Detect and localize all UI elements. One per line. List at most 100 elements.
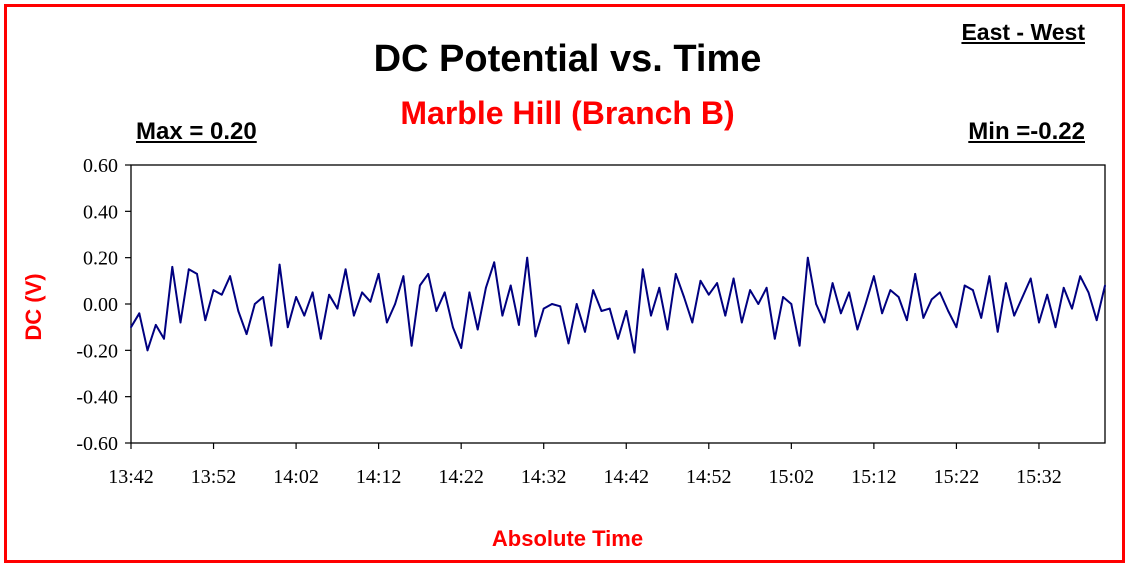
data-point xyxy=(443,291,446,294)
data-point xyxy=(650,314,652,317)
data-point xyxy=(955,326,958,329)
y-tick-label: 0.20 xyxy=(83,248,118,270)
data-point xyxy=(452,326,454,329)
data-point xyxy=(567,342,570,345)
data-point xyxy=(691,321,694,324)
data-point xyxy=(394,303,397,305)
data-point xyxy=(237,310,240,312)
data-point xyxy=(534,335,537,338)
data-point xyxy=(716,282,718,285)
data-point xyxy=(922,317,925,319)
data-point xyxy=(220,293,223,296)
data-point xyxy=(146,349,149,352)
data-point xyxy=(592,289,595,291)
x-axis-label: Absolute Time xyxy=(491,526,644,551)
data-point xyxy=(914,272,917,275)
data-point xyxy=(1013,314,1016,317)
data-point xyxy=(1029,277,1032,280)
plot-border xyxy=(130,164,1106,444)
data-point xyxy=(385,321,388,324)
data-point xyxy=(526,256,529,259)
data-point xyxy=(468,291,471,294)
data-point xyxy=(600,310,603,312)
x-tick-label: 14:42 xyxy=(603,466,649,488)
data-point xyxy=(707,293,710,296)
data-point xyxy=(303,314,306,317)
data-point xyxy=(939,291,941,294)
x-tick-label: 15:02 xyxy=(769,466,815,488)
data-point xyxy=(1005,282,1007,285)
data-point xyxy=(551,303,553,305)
data-point xyxy=(790,303,793,305)
y-tick-label: 0.00 xyxy=(83,294,118,316)
data-point xyxy=(418,284,421,287)
x-tick-label: 14:02 xyxy=(273,466,319,488)
data-point xyxy=(666,328,669,331)
data-point xyxy=(179,321,182,324)
data-point xyxy=(815,303,818,305)
data-point xyxy=(501,314,504,317)
data-point xyxy=(130,326,132,329)
data-point xyxy=(617,337,619,340)
data-point xyxy=(641,268,644,271)
data-point xyxy=(839,312,842,315)
y-tick-label: -0.20 xyxy=(76,340,118,362)
data-point xyxy=(361,291,364,294)
data-point xyxy=(336,307,339,310)
data-point xyxy=(683,296,685,298)
data-point xyxy=(773,337,776,340)
data-point xyxy=(757,303,760,305)
x-tick-label: 14:52 xyxy=(686,466,732,488)
x-tick-label: 14:32 xyxy=(521,466,567,488)
data-point xyxy=(1095,319,1098,322)
chart-frame xyxy=(4,4,1125,563)
data-point xyxy=(344,268,347,271)
data-point xyxy=(823,321,826,324)
data-point xyxy=(633,351,636,354)
data-point xyxy=(1062,286,1065,289)
data-point xyxy=(402,275,405,278)
direction-label: East - West xyxy=(961,19,1085,45)
data-point xyxy=(163,337,165,340)
data-point xyxy=(782,296,784,298)
data-point xyxy=(1079,275,1082,278)
x-tick-label: 14:22 xyxy=(438,466,484,488)
data-point xyxy=(262,296,264,298)
data-point xyxy=(319,337,322,340)
data-point xyxy=(311,291,314,294)
data-point xyxy=(972,289,974,291)
chart-title: DC Potential vs. Time xyxy=(373,38,762,80)
max-value-label: Max = 0.20 xyxy=(136,118,257,145)
data-point xyxy=(559,305,562,308)
data-point xyxy=(1071,307,1073,310)
x-tick-label: 15:12 xyxy=(851,466,897,488)
data-point xyxy=(881,312,884,315)
data-point xyxy=(410,344,413,347)
data-point xyxy=(1046,293,1049,296)
y-tick-label: 0.40 xyxy=(83,201,118,223)
data-point xyxy=(575,303,578,305)
data-point xyxy=(352,314,355,317)
data-point xyxy=(138,312,141,315)
data-point xyxy=(584,330,586,333)
data-point xyxy=(996,330,999,333)
data-point xyxy=(658,286,661,289)
data-point xyxy=(963,284,966,287)
data-point xyxy=(608,307,611,310)
data-point xyxy=(509,284,512,287)
data-point xyxy=(187,268,190,271)
data-point xyxy=(204,319,207,322)
data-point xyxy=(625,310,628,312)
data-point xyxy=(897,296,900,298)
data-point xyxy=(295,296,297,298)
data-point xyxy=(328,293,331,296)
data-point xyxy=(369,300,372,303)
data-point xyxy=(798,344,801,347)
data-point xyxy=(1054,326,1057,329)
x-tick-label: 13:42 xyxy=(108,466,154,488)
x-tick-label: 15:32 xyxy=(1016,466,1062,488)
data-point xyxy=(980,317,983,319)
y-tick-label: -0.40 xyxy=(76,387,118,409)
min-value-label: Min =-0.22 xyxy=(968,118,1085,145)
